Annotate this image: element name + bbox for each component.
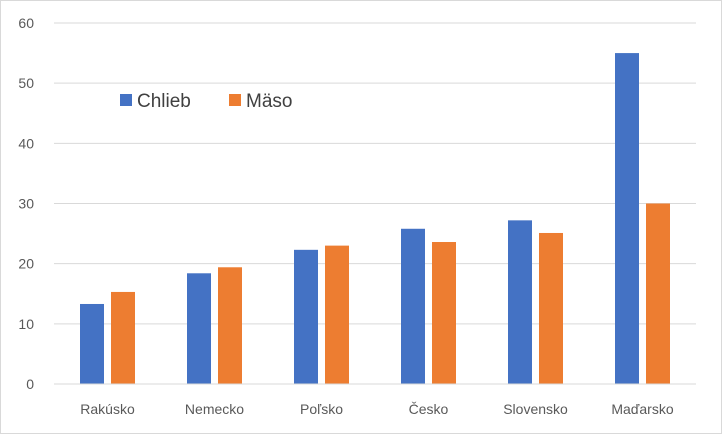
- bar-mäso-0: [111, 291, 135, 384]
- x-tick-label: Maďarsko: [611, 401, 674, 417]
- legend-label-mäso: Mäso: [246, 91, 292, 112]
- bar-chlieb-0: [80, 303, 104, 384]
- x-tick-label: Poľsko: [300, 401, 343, 417]
- y-tick-label: 10: [18, 316, 34, 332]
- x-tick-label: Česko: [409, 401, 449, 417]
- y-tick-label: 40: [18, 135, 34, 151]
- y-tick-label: 0: [26, 376, 34, 392]
- legend-swatch-mäso: [229, 94, 241, 106]
- bar-chlieb-1: [187, 273, 211, 384]
- gridlines: [54, 22, 696, 385]
- x-tick-label: Slovensko: [503, 401, 568, 417]
- legend-swatch-chlieb: [120, 94, 132, 106]
- y-tick-label: 50: [18, 75, 34, 91]
- x-tick-label: Rakúsko: [80, 401, 135, 417]
- bar-chlieb-5: [615, 53, 639, 384]
- bar-chlieb-3: [401, 228, 425, 384]
- bars: [80, 53, 670, 384]
- bar-mäso-4: [539, 232, 563, 384]
- bar-mäso-2: [325, 245, 349, 384]
- y-tick-label: 30: [18, 196, 34, 212]
- bar-chlieb-4: [508, 220, 532, 384]
- bar-mäso-1: [218, 267, 242, 384]
- bar-mäso-5: [646, 203, 670, 384]
- x-axis: Rakúsko Nemecko Poľsko Česko Slovensko Maďars…: [54, 383, 696, 417]
- legend: Chlieb Mäso: [120, 91, 292, 112]
- bar-mäso-3: [432, 242, 456, 384]
- y-tick-label: 20: [18, 256, 34, 272]
- legend-label-chlieb: Chlieb: [137, 91, 191, 112]
- y-tick-label: 60: [18, 15, 34, 31]
- y-axis: 0 10 20 30 40 50 60: [18, 15, 34, 392]
- x-tick-label: Nemecko: [185, 401, 244, 417]
- bar-chlieb-2: [294, 249, 318, 384]
